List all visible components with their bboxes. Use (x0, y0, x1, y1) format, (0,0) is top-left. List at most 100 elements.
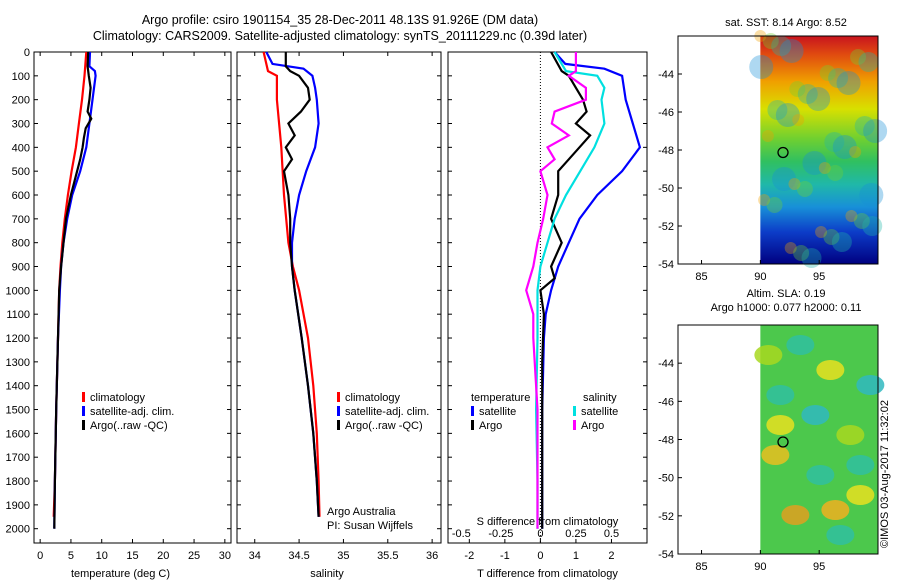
series-line-argo-raw-qc- (53, 51, 93, 529)
x-tick-label: 0 (537, 550, 543, 562)
x-tick-label: 36 (426, 550, 438, 562)
x-tick-label: 10 (96, 550, 108, 562)
sst-patch (758, 194, 771, 206)
sst-patch (850, 49, 867, 65)
imos-timestamp: ©IMOS 03-Aug-2017 11:32:02 (879, 400, 891, 548)
map-x-tick-label: 90 (754, 561, 766, 573)
depth-tick-label: 1000 (6, 285, 30, 297)
figure-title-line2: Climatology: CARS2009. Satellite-adjuste… (92, 29, 588, 43)
sst-patch (775, 103, 800, 127)
depth-tick-label: 1300 (6, 357, 30, 369)
sst-patch (749, 55, 774, 79)
depth-tick-label: 800 (12, 238, 30, 250)
sst-patch (863, 119, 888, 143)
x-tick-label: 15 (126, 550, 138, 562)
depth-tick-label: 300 (12, 119, 30, 131)
depth-tick-label: 1500 (6, 405, 30, 417)
sla-patch (801, 405, 830, 425)
map-y-tick-label: -46 (658, 396, 674, 408)
sst-patch (796, 181, 813, 197)
map-title: Altim. SLA: 0.19 (747, 288, 826, 300)
sst-patch (832, 135, 857, 159)
map-x-tick-label: 90 (754, 271, 766, 283)
x-tick-label: 30 (219, 550, 231, 562)
x-tick-label: 20 (157, 550, 169, 562)
depth-tick-label: 1700 (6, 452, 30, 464)
sst-patch (818, 162, 831, 174)
depth-tick-label: 2000 (6, 524, 30, 536)
sla-patch (766, 385, 795, 405)
x-tick-label-salinity: -0.5 (452, 528, 471, 540)
legend-sat-s: satellite (573, 405, 618, 419)
panel-frame-1 (236, 51, 442, 544)
x-axis-label: temperature (deg C) (71, 568, 170, 580)
x-tick-label-salinity: 0.5 (604, 528, 619, 540)
x-tick-label: 1 (573, 550, 579, 562)
float-marker (777, 146, 789, 159)
x-tick-label: -1 (500, 550, 510, 562)
depth-tick-label: 900 (12, 262, 30, 274)
sla-patch (754, 345, 783, 365)
sst-patch (788, 178, 801, 190)
diff-legend-salinity: salinity satellite Argo (573, 391, 618, 433)
org-label: Argo Australia (327, 506, 396, 518)
sla-patch (856, 375, 885, 395)
sst-patch (815, 226, 828, 238)
depth-tick-label: 700 (12, 214, 30, 226)
map-x-tick-label: 85 (695, 561, 707, 573)
x-axis-label: T difference from climatology (477, 568, 618, 580)
sst-patch (862, 216, 883, 236)
series-line-diff-3 (525, 52, 588, 529)
sst-patch (854, 116, 875, 136)
x-tick-label-salinity: 0 (537, 528, 543, 540)
sst-patch (806, 87, 831, 111)
sst-patch (831, 232, 852, 252)
depth-tick-label: 500 (12, 166, 30, 178)
sla-patch (826, 525, 855, 545)
sst-patch (823, 229, 840, 245)
x-tick-label: 2 (608, 550, 614, 562)
x-tick-label: 35 (337, 550, 349, 562)
depth-tick-label: 0 (24, 47, 30, 59)
pi-label: PI: Susan Wijffels (327, 520, 413, 532)
sst-patch (766, 197, 783, 213)
sst-patch (801, 248, 822, 268)
temp-legend: climatology satellite-adj. clim. Argo(..… (82, 391, 174, 433)
map-y-tick-label: -54 (658, 549, 674, 561)
depth-tick-label: 200 (12, 95, 30, 107)
sla-patch (836, 425, 865, 445)
map-x-tick-label: 85 (695, 271, 707, 283)
sst-patch (793, 245, 810, 261)
series-line-diff-1 (539, 51, 592, 529)
figure-title-line1: Argo profile: csiro 1901154_35 28-Dec-20… (141, 13, 539, 27)
sla-patch (846, 485, 875, 505)
sal-legend: climatology satellite-adj. clim. Argo(..… (337, 391, 429, 433)
map-x-tick-label: 95 (813, 271, 825, 283)
map-y-tick-label: -52 (658, 511, 674, 523)
sst-patch (836, 71, 861, 95)
sst-patch (797, 84, 818, 104)
depth-tick-label: 400 (12, 142, 30, 154)
x-axis-label: salinity (310, 568, 344, 580)
sst-patch (819, 65, 836, 81)
sla-patch (786, 335, 815, 355)
legend-argo-t: Argo (471, 419, 530, 433)
sst-patch (859, 183, 884, 207)
sla-patch (821, 500, 850, 520)
depth-tick-label: 1900 (6, 500, 30, 512)
legend-satellite: satellite-adj. clim. (337, 405, 429, 419)
sst-patch (767, 100, 788, 120)
sst-patch (853, 213, 870, 229)
panel-frame-2 (447, 51, 648, 544)
sla-patch (766, 415, 795, 435)
sst-map: -44 -46 -48 -50 -52 -54 85 90 95 sat. SST: 8.14 A… (658, 17, 888, 283)
map-y-tick-label: -54 (658, 259, 674, 271)
sst-patch (849, 146, 862, 158)
sst-patch (784, 242, 797, 254)
legend-satellite: satellite-adj. clim. (82, 405, 174, 419)
map-y-tick-label: -44 (658, 358, 674, 370)
legend-argo: Argo(..raw -QC) (82, 419, 174, 433)
series-line-diff-0 (541, 51, 642, 529)
map-x-tick-label: 95 (813, 561, 825, 573)
